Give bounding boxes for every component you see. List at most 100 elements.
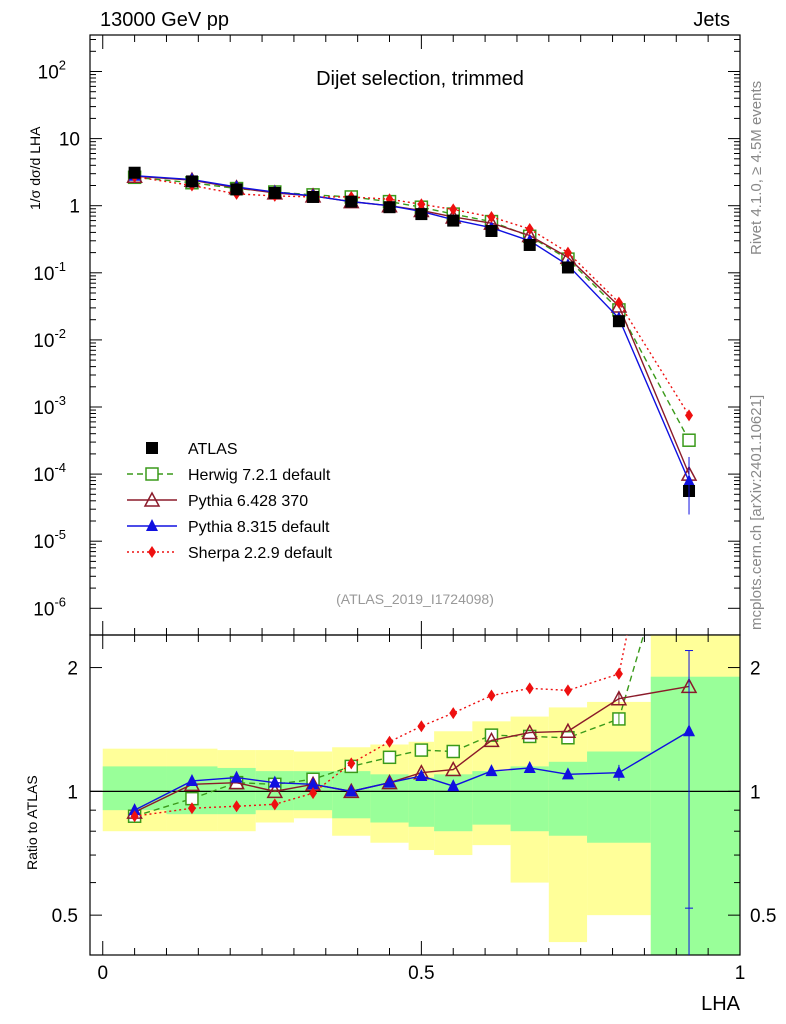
- inner-band: [472, 771, 511, 825]
- ratio-point-3: [417, 720, 426, 733]
- ratio-point-2: [307, 777, 320, 790]
- inner-band: [510, 766, 549, 832]
- y-tick-label: 10-4: [33, 460, 66, 486]
- x-tick-label: 1: [735, 963, 746, 984]
- y-tick-label: 1: [69, 197, 80, 218]
- x-tick-label: 0.5: [408, 963, 434, 984]
- data-point-0: [128, 166, 141, 179]
- data-point-0: [523, 238, 536, 251]
- reference-label: (ATLAS_2019_I1724098): [336, 591, 494, 607]
- ratio-plot: Ratio to ATLAS LHA 0.5 0.5 1 1 2 2 0 0.5 1: [24, 634, 776, 1015]
- ratio-point-2: [415, 768, 428, 781]
- ratio-point-2: [185, 773, 198, 786]
- ratio-line-3: [134, 635, 628, 817]
- legend-marker-1: [145, 467, 159, 481]
- y-tick-label: 10-1: [33, 259, 66, 285]
- data-point-0: [383, 201, 396, 214]
- ratio-point-3: [449, 707, 458, 720]
- legend-label-3: Pythia 8.315 default: [188, 519, 330, 536]
- data-point-0: [485, 224, 498, 237]
- ratio-point-3: [563, 684, 572, 697]
- ratio-point-2: [561, 767, 574, 780]
- ratio-plot-frame: [89, 634, 741, 956]
- header-right: Jets: [693, 9, 730, 31]
- upper-ticks: 10-6 10-5 10-4 10-3 10-2 10-1 1 10 102: [33, 35, 741, 635]
- data-point-4: [487, 210, 496, 223]
- y-axis-label: 1/σ dσ/d LHA: [27, 126, 43, 210]
- mcplots-label: mcplots.cern.ch [arXiv:2401.10621]: [748, 395, 765, 630]
- ratio-point-3: [385, 735, 394, 748]
- data-point-4: [563, 246, 572, 259]
- ratio-point-3: [525, 682, 534, 695]
- ratio-point-2: [268, 775, 281, 788]
- series-line-3: [134, 175, 690, 482]
- inner-band: [102, 766, 167, 811]
- data-point-0: [415, 208, 428, 221]
- legend-label-2: Pythia 6.428 370: [188, 493, 308, 510]
- ratio-tick-label-right: 1: [750, 782, 761, 803]
- ratio-tick-label-right: 0.5: [750, 906, 776, 927]
- data-point-0: [185, 175, 198, 188]
- data-point-0: [612, 315, 625, 328]
- ratio-tick-label: 2: [67, 659, 78, 680]
- data-point-4: [417, 198, 426, 211]
- data-point-4: [614, 296, 623, 309]
- ratio-point-0: [382, 750, 397, 765]
- data-point-0: [307, 190, 320, 203]
- legend-label-1: Herwig 7.2.1 default: [188, 467, 331, 484]
- ratio-ticks: 0.5 0.5 1 1 2 2 0 0.5 1: [52, 635, 776, 984]
- ratio-point-1: [483, 731, 500, 748]
- ratio-point-2: [383, 775, 396, 788]
- ratio-point-0: [446, 744, 460, 759]
- y-tick-label: 102: [38, 58, 66, 84]
- upper-data: [126, 166, 698, 515]
- legend-label-0: ATLAS: [188, 441, 238, 458]
- legend-marker-0: [146, 442, 158, 454]
- legend-marker-4: [148, 546, 156, 558]
- ratio-tick-label-right: 2: [750, 659, 761, 680]
- ratio-tick-label: 0.5: [52, 906, 78, 927]
- plot-title: Dijet selection, trimmed: [316, 68, 524, 90]
- ratio-tick-label: 1: [67, 782, 78, 803]
- upper-plot: Dijet selection, trimmed (ATLAS_2019_I17…: [27, 34, 741, 636]
- data-point-4: [449, 203, 458, 216]
- series-line-1: [134, 176, 690, 441]
- ratio-point-1: [559, 722, 577, 739]
- data-point-0: [345, 195, 358, 208]
- data-point-0: [230, 183, 243, 196]
- ratio-y-axis-label: Ratio to ATLAS: [24, 775, 40, 870]
- rivet-label: Rivet 4.1.0, ≥ 4.5M events: [748, 81, 765, 255]
- legend-label-4: Sherpa 2.2.9 default: [188, 545, 333, 562]
- ratio-point-3: [487, 689, 496, 702]
- legend-marker-2: [143, 491, 161, 507]
- ratio-point-3: [187, 802, 196, 815]
- ratio-line-1: [134, 685, 690, 813]
- legend: ATLAS Herwig 7.2.1 default Pythia 6.428 37…: [127, 441, 333, 562]
- data-point-0: [561, 261, 574, 274]
- y-tick-label: 10-3: [33, 393, 66, 419]
- data-point-4: [685, 409, 694, 422]
- y-tick-label: 10-5: [33, 527, 66, 553]
- data-point-0: [447, 214, 460, 227]
- ratio-point-0: [414, 743, 429, 757]
- y-tick-label: 10-6: [33, 594, 66, 620]
- y-tick-label: 10: [59, 130, 80, 151]
- ratio-point-2: [128, 803, 141, 816]
- x-axis-label: LHA: [701, 993, 741, 1015]
- ratio-point-3: [232, 800, 241, 813]
- data-point-0: [268, 186, 281, 199]
- ratio-point-3: [270, 798, 279, 811]
- ratio-point-1: [266, 782, 284, 799]
- ratio-point-3: [130, 810, 139, 823]
- legend-marker-3: [146, 519, 158, 531]
- ratio-point-2: [485, 764, 498, 777]
- ratio-point-2: [345, 784, 358, 797]
- ratio-point-2: [447, 779, 460, 792]
- y-tick-label: 10-2: [33, 326, 66, 352]
- inner-band: [408, 777, 435, 827]
- ratio-point-2: [523, 760, 536, 773]
- data-point-4: [525, 222, 534, 235]
- x-tick-label: 0: [97, 963, 108, 984]
- ratio-point-3: [347, 757, 356, 770]
